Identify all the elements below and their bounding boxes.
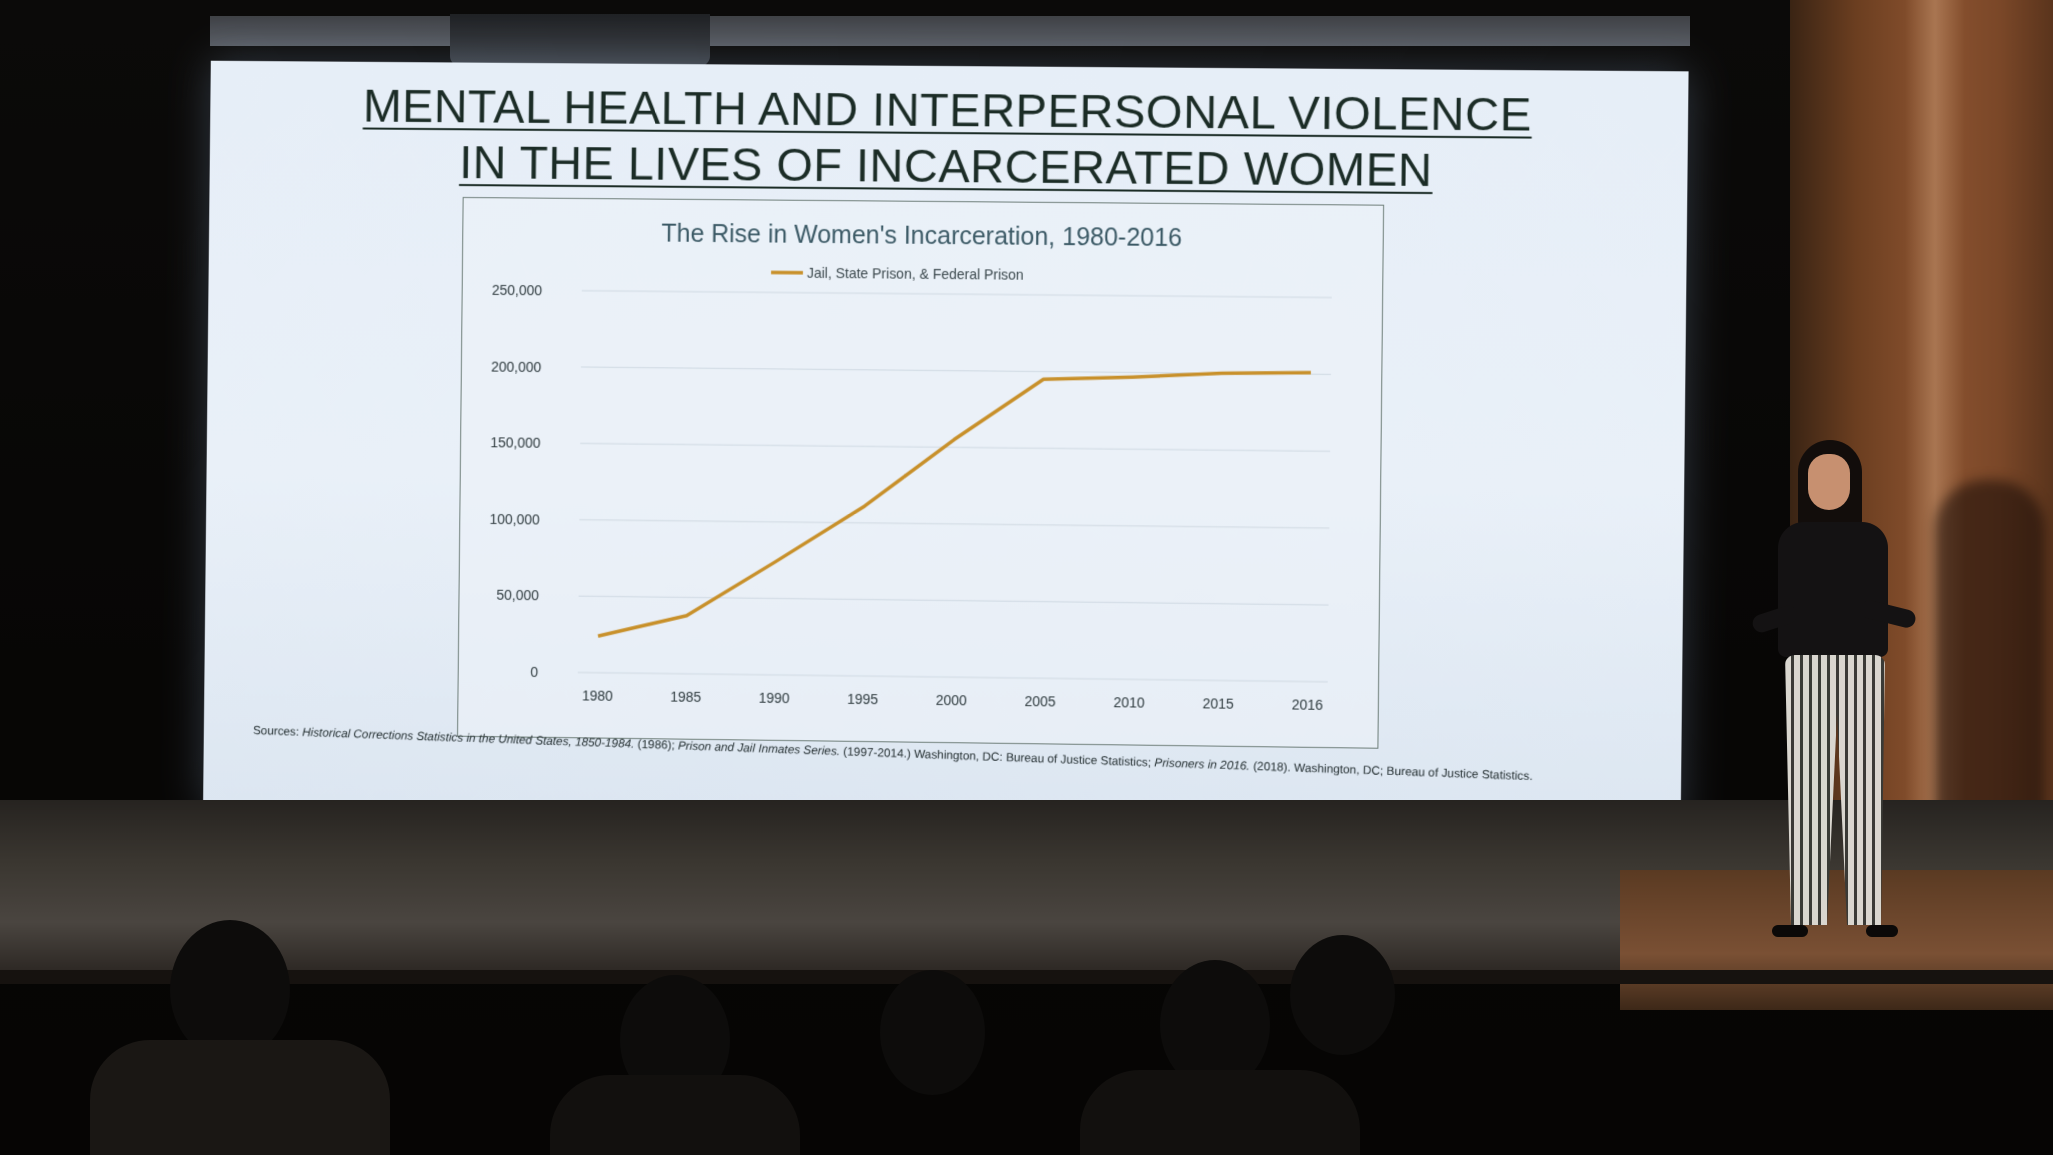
projector bbox=[450, 14, 710, 66]
sources-text-2: (1997-2014.) Washington, DC: Bureau of J… bbox=[843, 744, 1151, 769]
y-tick-label: 50,000 bbox=[496, 587, 539, 603]
presenter bbox=[1730, 440, 1930, 950]
series-group bbox=[598, 366, 1311, 645]
grid-line bbox=[582, 291, 1332, 298]
presenter-pants bbox=[1785, 655, 1885, 925]
x-tick-label: 1985 bbox=[670, 689, 701, 705]
legend-label: Jail, State Prison, & Federal Prison bbox=[807, 265, 1024, 283]
chart-frame: The Rise in Women's Incarceration, 1980-… bbox=[457, 197, 1384, 749]
audience-head bbox=[170, 920, 290, 1060]
y-axis-ticks: 0 50,000 100,000 150,000 200,000 250,000 bbox=[488, 282, 543, 680]
presenter-shoe-left bbox=[1772, 925, 1808, 937]
audience-shoulders bbox=[1080, 1070, 1360, 1155]
line-chart: The Rise in Women's Incarceration, 1980-… bbox=[458, 198, 1383, 748]
projection-screen: MENTAL HEALTH AND INTERPERSONAL VIOLENCE… bbox=[203, 61, 1689, 828]
slide-title: MENTAL HEALTH AND INTERPERSONAL VIOLENCE… bbox=[209, 77, 1688, 201]
sources-text-3: (2018). Washington, DC; Bureau of Justic… bbox=[1253, 759, 1533, 783]
y-tick-label: 150,000 bbox=[490, 434, 541, 451]
y-tick-label: 0 bbox=[530, 664, 538, 680]
ceiling-fixture bbox=[210, 16, 1690, 46]
sources-label: Sources: bbox=[253, 723, 299, 739]
grid-lines bbox=[578, 291, 1332, 682]
series-line bbox=[598, 366, 1311, 645]
sources-italic-3: Prisoners in 2016. bbox=[1154, 755, 1250, 772]
y-tick-label: 100,000 bbox=[489, 511, 540, 528]
sources-text-1: (1986); bbox=[637, 737, 675, 752]
grid-line bbox=[580, 443, 1330, 451]
x-tick-label: 2010 bbox=[1113, 694, 1145, 710]
slide-title-line-1: MENTAL HEALTH AND INTERPERSONAL VIOLENCE bbox=[210, 77, 1688, 144]
x-tick-label: 1995 bbox=[847, 691, 878, 707]
audience-head bbox=[880, 970, 985, 1095]
stage-edge bbox=[0, 970, 2053, 984]
grid-line bbox=[578, 672, 1328, 681]
audience-shoulders bbox=[90, 1040, 390, 1155]
audience-shoulders bbox=[550, 1075, 800, 1155]
grid-line bbox=[579, 596, 1329, 605]
presenter-shoe-right bbox=[1866, 925, 1898, 937]
x-tick-label: 1980 bbox=[582, 687, 613, 703]
chart-title: The Rise in Women's Incarceration, 1980-… bbox=[661, 220, 1182, 253]
x-axis-ticks: 1980 1985 1990 1995 2000 2005 2010 2015 2016 bbox=[582, 687, 1323, 712]
x-tick-label: 2015 bbox=[1202, 695, 1234, 711]
x-tick-label: 2016 bbox=[1292, 696, 1324, 713]
grid-line bbox=[579, 520, 1329, 528]
presenter-top bbox=[1778, 522, 1888, 657]
x-tick-label: 2000 bbox=[936, 692, 968, 708]
presenter-face bbox=[1808, 454, 1850, 510]
x-tick-label: 1990 bbox=[758, 690, 789, 706]
y-tick-label: 200,000 bbox=[491, 358, 542, 374]
x-tick-label: 2005 bbox=[1024, 693, 1056, 709]
audience-head bbox=[1290, 935, 1395, 1055]
y-tick-label: 250,000 bbox=[492, 282, 543, 298]
slide-title-line-2: IN THE LIVES OF INCARCERATED WOMEN bbox=[209, 132, 1687, 200]
